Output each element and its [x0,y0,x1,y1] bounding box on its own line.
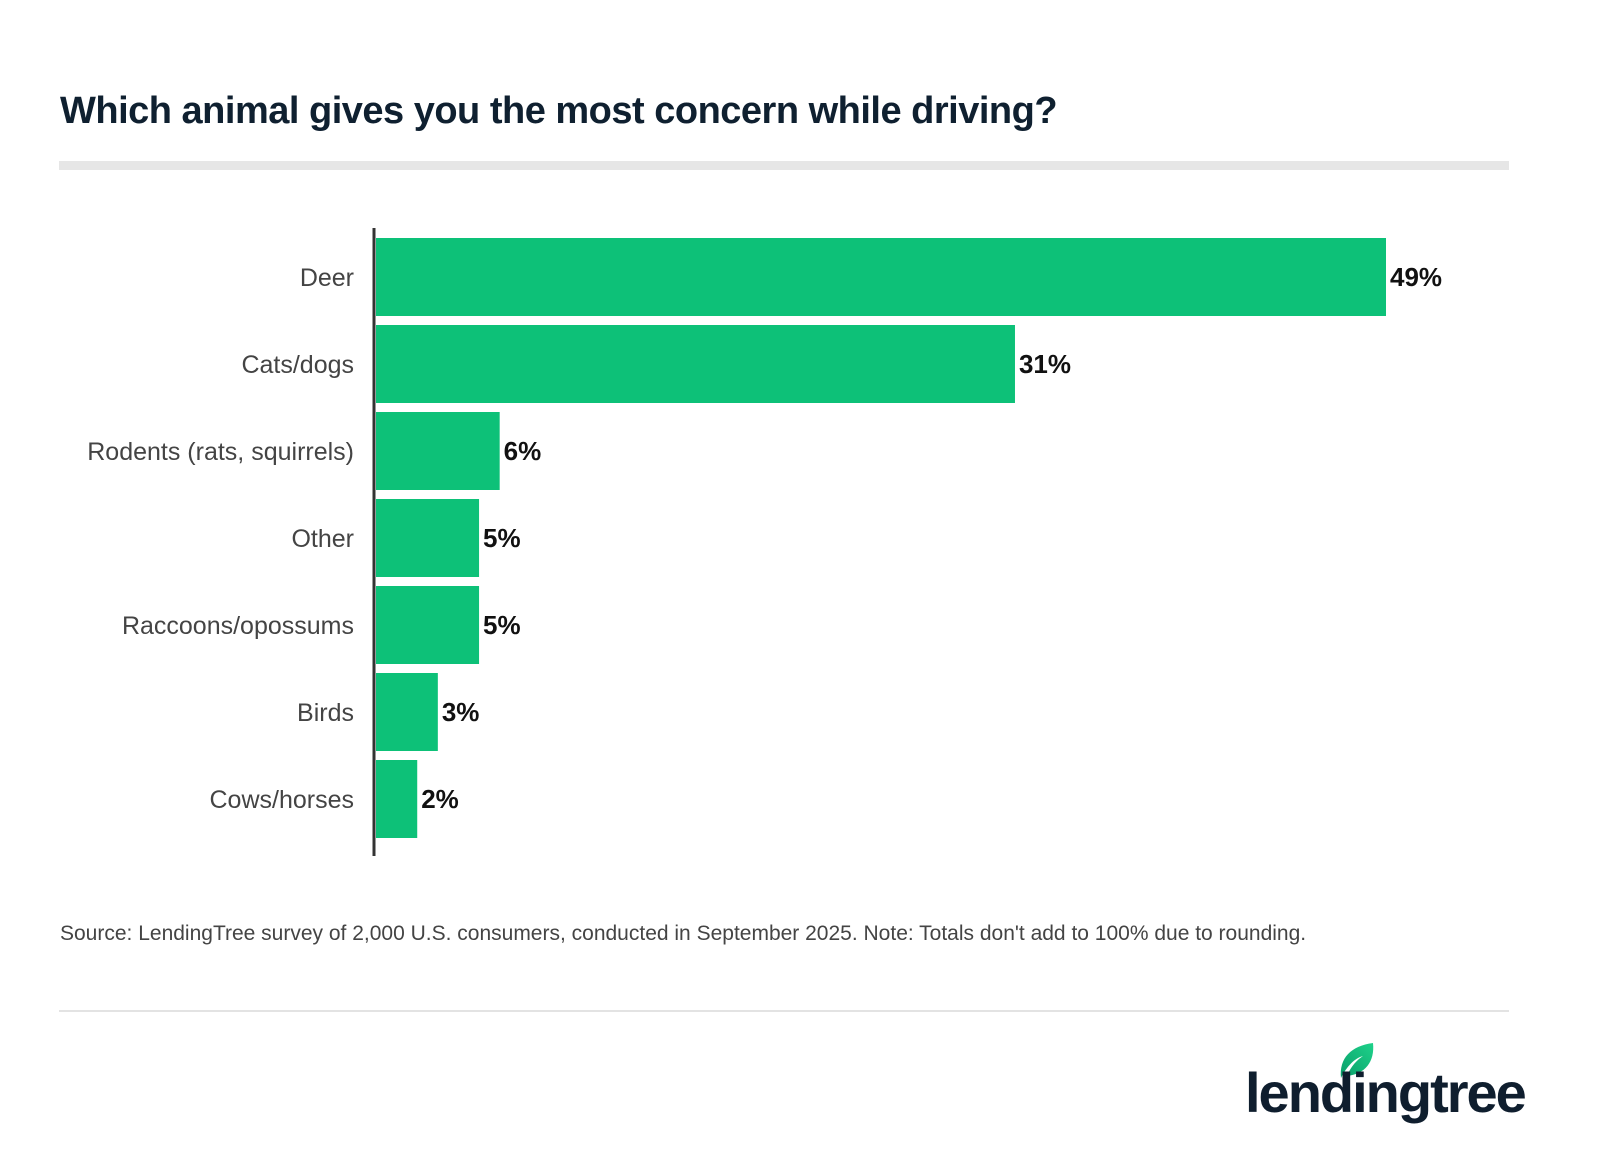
leaf-icon [1340,1043,1374,1078]
bar [376,760,418,838]
data-label: 3% [442,697,480,727]
category-label: Cats/dogs [241,351,354,379]
chart-title: Which animal gives you the most concern … [60,90,1058,132]
bar [376,238,1386,316]
lendingtree-logo: lendingtree [1245,1040,1527,1130]
category-label: Deer [300,264,354,292]
data-label: 6% [504,436,542,466]
data-label: 5% [483,610,521,640]
data-label: 49% [1390,262,1442,292]
category-label: Rodents (rats, squirrels) [87,438,354,466]
bar [376,673,438,751]
category-label: Other [291,525,354,553]
bar [376,412,500,490]
category-label: Raccoons/opossums [122,612,354,640]
bar [376,325,1015,403]
bar [376,499,480,577]
logo-wordmark: lendingtree [1245,1061,1527,1124]
data-label: 5% [483,523,521,553]
bar [376,586,480,664]
source-note: Source: LendingTree survey of 2,000 U.S.… [60,922,1307,945]
footer-divider [59,1010,1509,1012]
category-label: Cows/horses [210,786,355,814]
data-label: 2% [421,784,459,814]
category-label: Birds [297,699,354,727]
title-divider [59,161,1509,170]
data-label: 31% [1019,349,1071,379]
